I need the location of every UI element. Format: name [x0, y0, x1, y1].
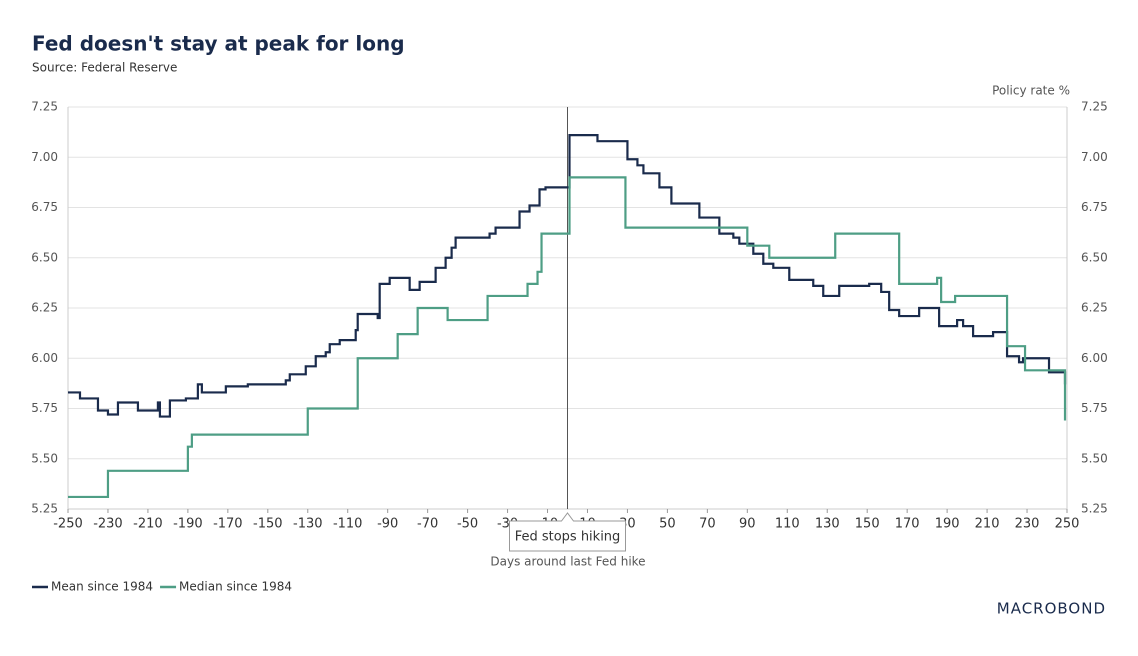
y2-tick-label: 5.50 [1081, 451, 1108, 465]
x-tick-label: -50 [457, 517, 478, 532]
legend-label: Mean since 1984 [51, 580, 153, 594]
x-tick-label: -170 [213, 517, 243, 532]
y2-tick-label: 6.25 [1081, 301, 1108, 315]
y2-axis-label: Policy rate % [992, 84, 1070, 98]
x-tick-label: 190 [935, 517, 960, 532]
y2-tick-label: 6.50 [1081, 250, 1108, 264]
x-tick-label: 170 [895, 517, 920, 532]
y-tick-label: 6.25 [31, 301, 58, 315]
y2-tick-label: 5.25 [1081, 502, 1108, 516]
x-tick-label: 210 [975, 517, 1000, 532]
series-line [68, 176, 1067, 499]
chart-subtitle: Source: Federal Reserve [32, 61, 177, 75]
x-tick-label: 50 [659, 517, 676, 532]
y-tick-label: 6.00 [31, 351, 58, 365]
annotation-label: Fed stops hiking [515, 530, 621, 545]
x-tick-label: -70 [417, 517, 438, 532]
x-tick-label: -90 [377, 517, 398, 532]
brand-logo: MACROBOND [997, 600, 1106, 618]
y-tick-label: 7.25 [31, 100, 58, 114]
y2-tick-label: 6.00 [1081, 351, 1108, 365]
y2-tick-label: 6.75 [1081, 200, 1108, 214]
series-line [68, 134, 1067, 418]
x-tick-label: -150 [253, 517, 283, 532]
x-tick-label: 110 [775, 517, 800, 532]
x-tick-label: 250 [1055, 517, 1080, 532]
y-tick-label: 6.50 [31, 250, 58, 264]
x-tick-label: 150 [855, 517, 880, 532]
y-tick-label: 5.25 [31, 502, 58, 516]
y2-tick-label: 5.75 [1081, 401, 1108, 415]
x-axis-label: Days around last Fed hike [490, 555, 645, 569]
x-tick-label: 130 [815, 517, 840, 532]
x-tick-label: 90 [739, 517, 756, 532]
x-tick-label: -250 [53, 517, 83, 532]
annotation-box [509, 512, 626, 552]
x-tick-label: 70 [699, 517, 716, 532]
chart-title: Fed doesn't stay at peak for long [32, 32, 405, 56]
x-tick-label: -210 [133, 517, 163, 532]
legend-label: Median since 1984 [179, 580, 292, 594]
x-tick-label: -110 [333, 517, 363, 532]
x-tick-label: -190 [173, 517, 203, 532]
y-tick-label: 6.75 [31, 200, 58, 214]
y-tick-label: 5.75 [31, 401, 58, 415]
y2-tick-label: 7.25 [1081, 100, 1108, 114]
x-tick-label: -230 [93, 517, 123, 532]
y-tick-label: 5.50 [31, 451, 58, 465]
x-tick-label: -130 [293, 517, 323, 532]
y2-tick-label: 7.00 [1081, 150, 1108, 164]
y-tick-label: 7.00 [31, 150, 58, 164]
x-tick-label: 230 [1015, 517, 1040, 532]
